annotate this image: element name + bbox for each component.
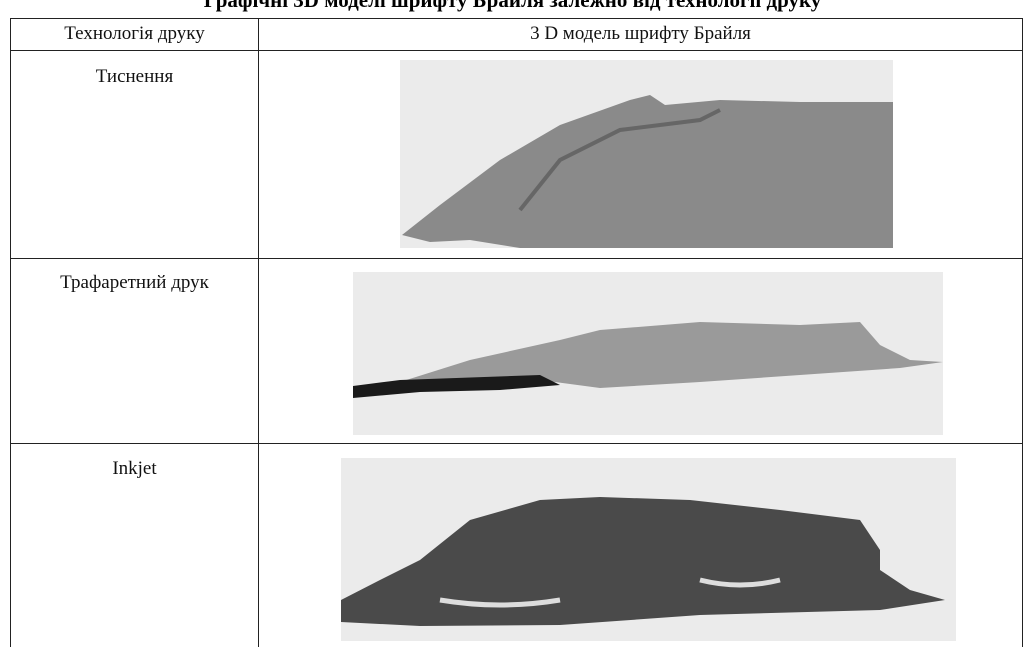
model-image: [353, 272, 943, 435]
model-image: [400, 60, 893, 248]
page: Графічні 3D моделі шрифту Брайля залежно…: [0, 0, 1025, 647]
model-image: [341, 458, 956, 641]
images: [0, 0, 1025, 647]
